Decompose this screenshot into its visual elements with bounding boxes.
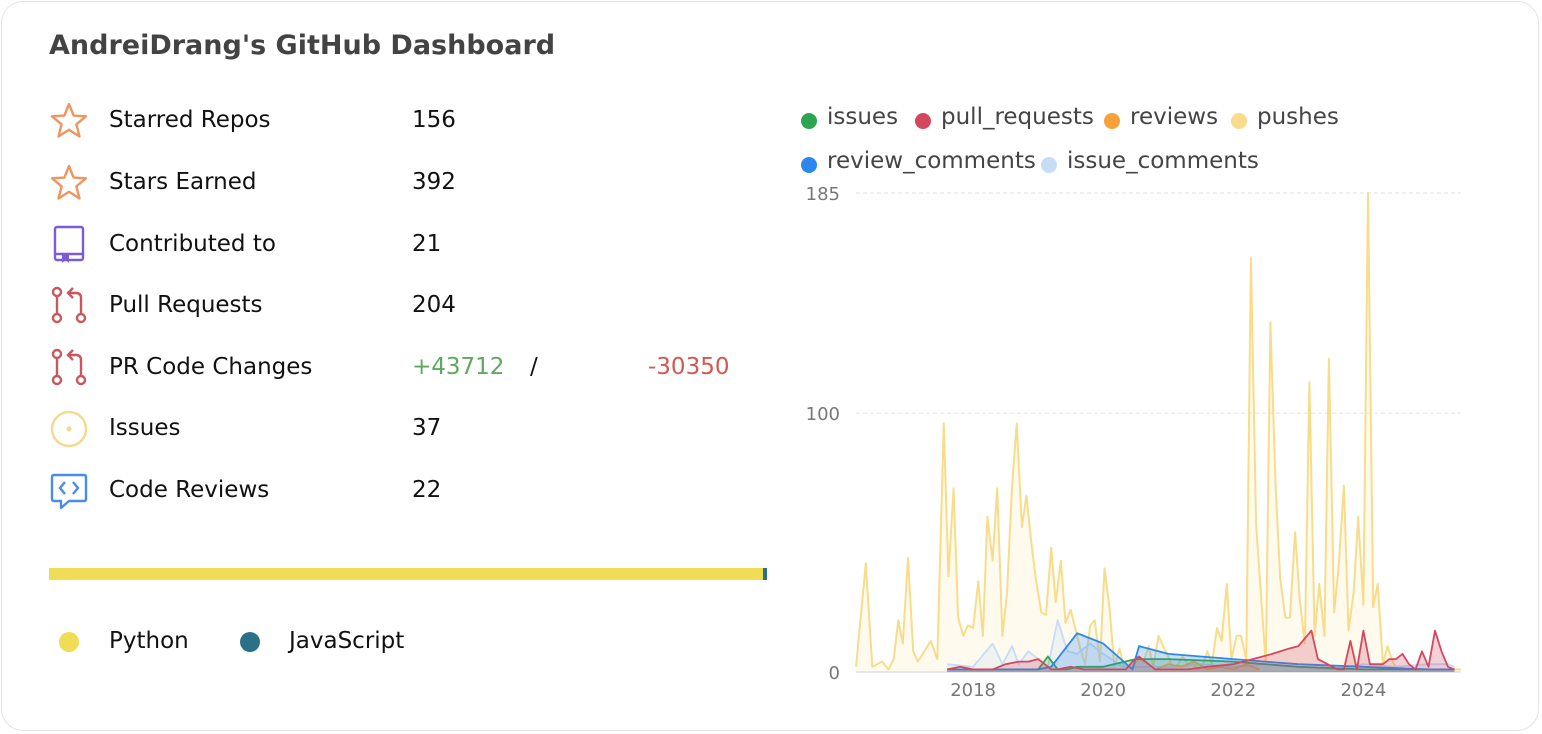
issue-circle-icon [50,410,88,448]
legend-dot [1104,113,1120,129]
legend-label: issue_comments [1067,148,1259,174]
legend-label: issues [827,104,899,130]
legend-dot [801,157,817,173]
stat-value: 204 [412,292,456,318]
y-tick-label: 0 [829,663,840,684]
legend-dot [801,113,817,129]
stat-row-pull-requests: Pull Requests 204 [49,286,769,326]
stat-label: Starred Repos [109,107,271,133]
python-color-dot [59,632,79,652]
stat-value: 37 [412,415,442,441]
changes-separator: / [530,354,538,380]
series-area-review_comments [947,633,1455,672]
additions-value: +43712 [412,354,505,380]
repo-bookmark-icon [53,225,85,263]
pull-request-icon [51,348,87,386]
legend-label: pull_requests [941,104,1094,130]
language-name: JavaScript [289,628,405,654]
stat-row-issues: Issues 37 [49,409,769,449]
code-review-icon [50,473,88,510]
stat-label: Issues [109,415,181,441]
legend-label: pushes [1257,104,1339,130]
star-icon [50,102,88,138]
javascript-color-dot [240,632,260,652]
stat-label: Contributed to [109,231,276,257]
legend-dot [1041,157,1057,173]
stat-row-pr-code-changes: PR Code Changes +43712 / -30350 [49,348,769,388]
language-name: Python [109,628,189,654]
stat-row-contributed-to: Contributed to 21 [49,225,769,265]
legend-label: review_comments [827,148,1036,174]
stat-label: Pull Requests [109,292,263,318]
y-tick-label: 100 [806,404,840,425]
series-line-reviews [1154,660,1260,671]
stat-value: 21 [412,231,442,257]
dashboard-title: AndreiDrang's GitHub Dashboard [49,30,556,61]
language-bar-segment-javascript [763,568,767,580]
legend-label: reviews [1130,104,1219,130]
x-tick-label: 2018 [950,680,996,701]
series-area-pushes [856,193,1461,672]
language-bar-segment-python [49,568,764,580]
legend-dot [915,113,931,129]
series-line-pull_requests [946,629,1455,671]
stat-row-stars-earned: Stars Earned 392 [49,163,769,203]
stat-label: PR Code Changes [109,354,313,380]
stat-value: 22 [412,477,442,503]
deletions-value: -30350 [648,354,730,380]
stat-value: 392 [412,169,456,195]
x-tick-label: 2022 [1210,680,1256,701]
pull-request-icon [51,286,87,324]
stat-label: Stars Earned [109,169,257,195]
stat-label: Code Reviews [109,477,270,503]
series-line-review_comments [947,632,1455,671]
star-icon [50,164,88,200]
x-tick-label: 2020 [1080,680,1126,701]
legend-dot [1231,113,1247,129]
stat-row-code-reviews: Code Reviews 22 [49,471,769,511]
x-tick-label: 2024 [1341,680,1387,701]
y-tick-label: 185 [806,184,840,205]
language-bar [49,568,767,580]
stat-row-starred-repos: Starred Repos 156 [49,101,769,141]
series-area-issue_comments [947,620,1455,672]
stat-value: 156 [412,107,456,133]
series-line-pushes [855,192,1461,671]
